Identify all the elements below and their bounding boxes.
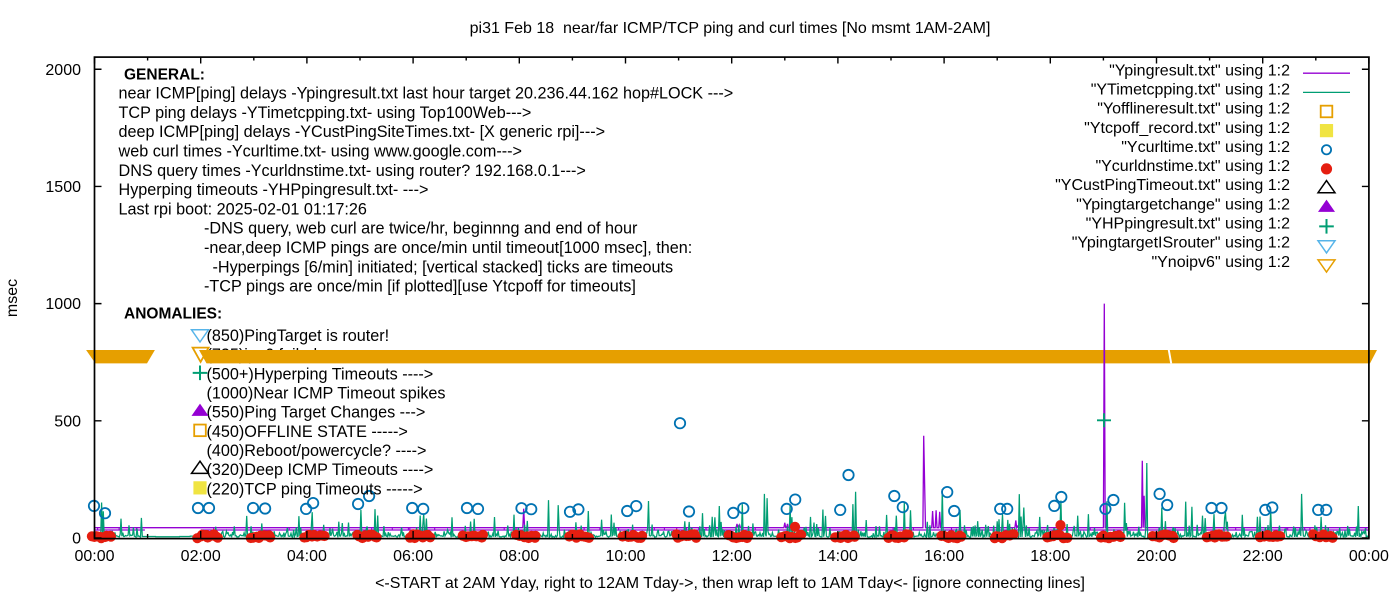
svg-text:20:00: 20:00	[1136, 548, 1176, 565]
svg-text:Last rpi boot: 2025-02-01 01:1: Last rpi boot: 2025-02-01 01:17:26	[119, 200, 367, 218]
svg-text:(500+)Hyperping Timeouts ---->: (500+)Hyperping Timeouts ---->	[207, 365, 434, 383]
svg-text:04:00: 04:00	[287, 548, 327, 565]
svg-text:00:00: 00:00	[74, 548, 114, 565]
svg-text:"Ycurltime.txt" using 1:2: "Ycurltime.txt" using 1:2	[1121, 139, 1290, 156]
svg-text:"YCustPingTimeout.txt" using 1: "YCustPingTimeout.txt" using 1:2	[1055, 177, 1290, 194]
svg-text:"YTimetcpping.txt" using 1:2: "YTimetcpping.txt" using 1:2	[1091, 82, 1290, 99]
svg-text:(550)Ping Target Changes --->: (550)Ping Target Changes --->	[207, 404, 426, 422]
svg-text:16:00: 16:00	[924, 548, 964, 565]
svg-text:12:00: 12:00	[712, 548, 752, 565]
svg-text:GENERAL:: GENERAL:	[124, 66, 205, 83]
svg-text:pi31 Feb 18 near/far ICMP/TCP: pi31 Feb 18 near/far ICMP/TCP ping and c…	[470, 20, 991, 37]
svg-text:02:00: 02:00	[181, 548, 221, 565]
svg-text:"Ypingtargetchange" using 1:2: "Ypingtargetchange" using 1:2	[1076, 196, 1290, 213]
svg-text:14:00: 14:00	[818, 548, 858, 565]
svg-text:0: 0	[72, 531, 81, 548]
svg-text:(400)Reboot/powercycle? ---->: (400)Reboot/powercycle? ---->	[207, 442, 427, 460]
svg-text:"Ytcpoff_record.txt" using 1:2: "Ytcpoff_record.txt" using 1:2	[1084, 120, 1290, 137]
svg-text:(850)PingTarget is router!: (850)PingTarget is router!	[207, 327, 390, 345]
svg-text:(220)TCP ping Timeouts ----->: (220)TCP ping Timeouts ----->	[207, 480, 423, 498]
svg-text:"Yofflineresult.txt" using 1:2: "Yofflineresult.txt" using 1:2	[1097, 101, 1290, 118]
svg-text:500: 500	[54, 413, 81, 430]
svg-text:"Ycurldnstime.txt" using 1:2: "Ycurldnstime.txt" using 1:2	[1095, 158, 1290, 175]
svg-text:22:00: 22:00	[1243, 548, 1283, 565]
svg-text:1000: 1000	[45, 296, 81, 313]
svg-text:(320)Deep ICMP Timeouts ---->: (320)Deep ICMP Timeouts ---->	[207, 461, 434, 479]
svg-text:-TCP pings are once/min [if pl: -TCP pings are once/min [if plotted][use…	[204, 278, 636, 296]
svg-text:ANOMALIES:: ANOMALIES:	[124, 306, 222, 323]
svg-text:web curl times -Ycurltime.txt-: web curl times -Ycurltime.txt- using www…	[118, 143, 522, 161]
svg-text:(1000)Near ICMP Timeout spikes: (1000)Near ICMP Timeout spikes	[207, 385, 446, 403]
svg-text:-DNS query, web curl are twice: -DNS query, web curl are twice/hr, begin…	[204, 220, 638, 238]
svg-text:near ICMP[ping] delays -Ypingr: near ICMP[ping] delays -Ypingresult.txt …	[119, 85, 734, 103]
svg-text:-near,deep ICMP pings are once: -near,deep ICMP pings are once/min until…	[204, 239, 692, 257]
svg-text:DNS query times -Ycurldnstime.: DNS query times -Ycurldnstime.txt- using…	[119, 162, 586, 180]
svg-text:msec: msec	[4, 279, 21, 317]
svg-text:08:00: 08:00	[499, 548, 539, 565]
svg-text:18:00: 18:00	[1030, 548, 1070, 565]
svg-text:TCP ping delays -YTimetcpping.: TCP ping delays -YTimetcpping.txt- using…	[119, 104, 532, 122]
svg-text:"YHPpingresult.txt" using 1:2: "YHPpingresult.txt" using 1:2	[1086, 216, 1290, 233]
svg-text:-Hyperpings [6/min] initiated;: -Hyperpings [6/min] initiated; [vertical…	[213, 258, 674, 276]
svg-text:Hyperping timeouts -YHPpingres: Hyperping timeouts -YHPpingresult.txt- -…	[119, 181, 429, 199]
svg-text:2000: 2000	[45, 62, 81, 79]
svg-text:"Ypingresult.txt" using 1:2: "Ypingresult.txt" using 1:2	[1109, 62, 1290, 79]
svg-text:deep ICMP[ping] delays -YCustP: deep ICMP[ping] delays -YCustPingSiteTim…	[119, 123, 606, 141]
svg-text:00:00: 00:00	[1349, 548, 1389, 565]
svg-text:"Ynoipv6" using 1:2: "Ynoipv6" using 1:2	[1151, 254, 1290, 271]
svg-text:06:00: 06:00	[393, 548, 433, 565]
svg-text:<-START at 2AM Yday, right to: <-START at 2AM Yday, right to 12AM Tday-…	[375, 575, 1085, 592]
svg-text:10:00: 10:00	[605, 548, 645, 565]
svg-text:(450)OFFLINE STATE ----->: (450)OFFLINE STATE ----->	[207, 423, 408, 441]
svg-text:"YpingtargetISrouter" using 1:: "YpingtargetISrouter" using 1:2	[1072, 235, 1290, 252]
svg-text:1500: 1500	[45, 179, 81, 196]
